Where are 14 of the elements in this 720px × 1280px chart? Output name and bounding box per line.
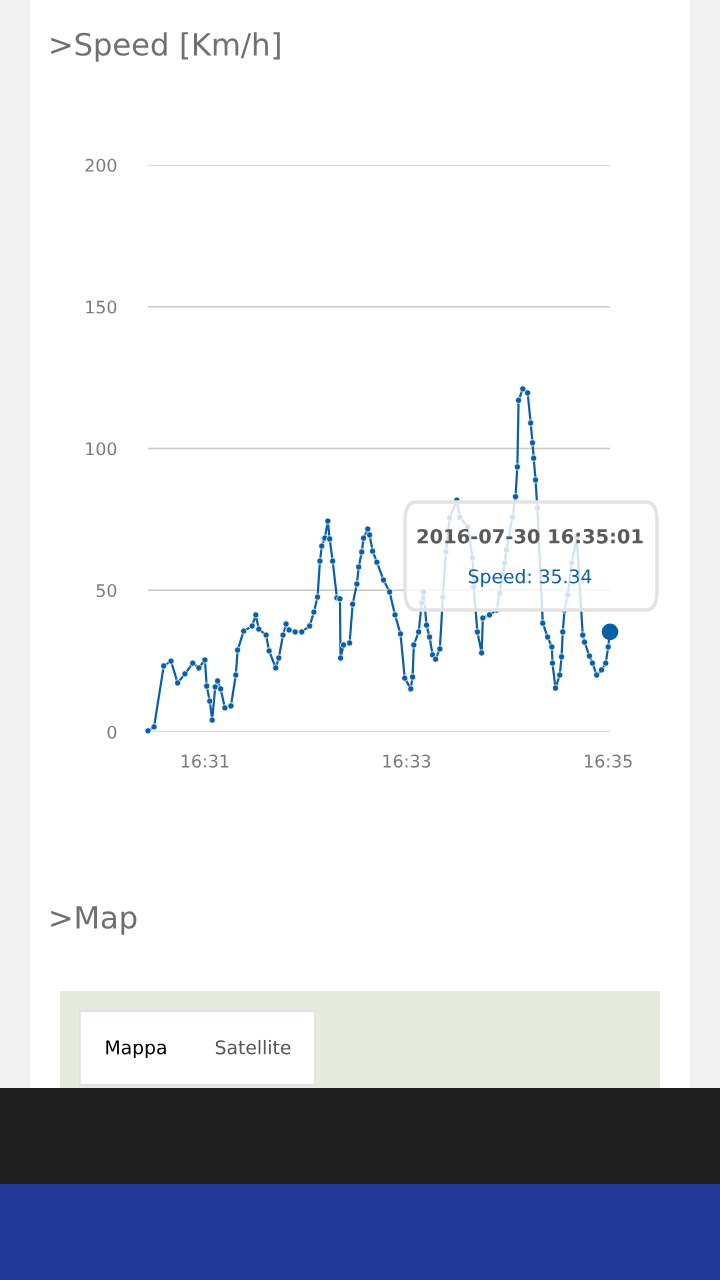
y-tick-label: 0 bbox=[107, 725, 117, 739]
chart-title: >Speed [Km/h] bbox=[51, 32, 280, 62]
y-tick-label: 50 bbox=[96, 583, 117, 598]
text: Satellite bbox=[215, 1039, 291, 1055]
text: >Map bbox=[51, 906, 137, 935]
x-tick-label: 16:33 bbox=[383, 754, 431, 768]
text: Mappa bbox=[106, 1040, 166, 1059]
x-tick-label: 16:35 bbox=[585, 754, 632, 768]
annotation: Speed: 35.34 bbox=[468, 568, 592, 588]
y-tick-label: 100 bbox=[86, 442, 117, 456]
y-tick-label: 150 bbox=[86, 300, 117, 314]
x-tick-label: 16:31 bbox=[181, 754, 229, 768]
y-tick-label: 200 bbox=[85, 158, 117, 172]
annotation: 2016-07-30 16:35:01 bbox=[417, 528, 643, 544]
